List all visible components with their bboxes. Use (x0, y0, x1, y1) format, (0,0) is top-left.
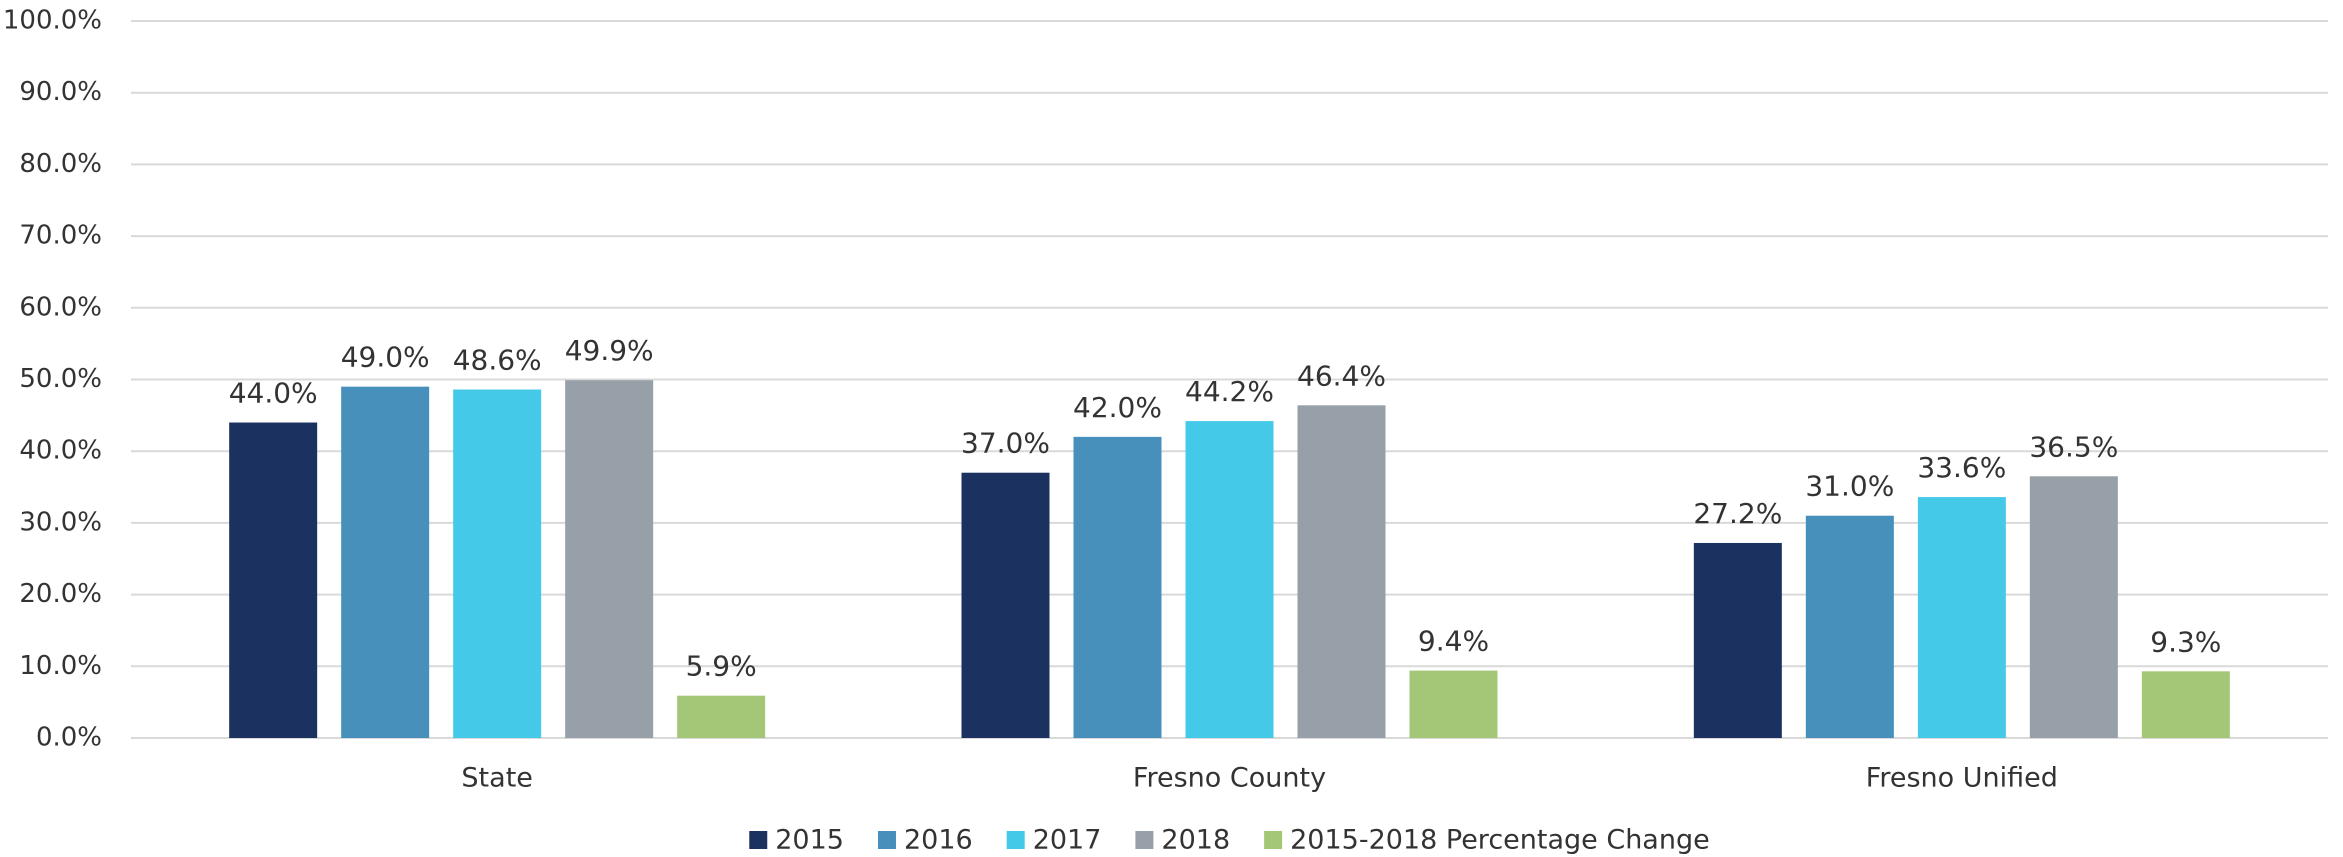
data-label: 49.0% (341, 341, 430, 374)
bar (677, 695, 766, 738)
data-label: 46.4% (1297, 359, 1386, 392)
y-tick-label: 40.0% (19, 436, 102, 466)
legend-swatch (1264, 831, 1283, 849)
bar (1805, 515, 1894, 738)
data-label: 42.0% (1073, 391, 1162, 424)
legend-label: 2017 (1033, 825, 1102, 856)
bar (565, 380, 654, 738)
y-tick-label: 50.0% (19, 364, 102, 394)
y-tick-label: 90.0% (19, 77, 102, 107)
legend-swatch (877, 831, 896, 849)
bar (1297, 405, 1386, 738)
x-tick-label: Fresno Unified (1866, 763, 2058, 794)
y-tick-label: 80.0% (19, 149, 102, 179)
legend-label: 2015-2018 Percentage Change (1290, 825, 1710, 856)
data-label: 27.2% (1693, 497, 1782, 530)
y-tick-label: 20.0% (19, 579, 102, 609)
bar (1073, 436, 1162, 738)
bar (453, 389, 542, 738)
bar (2029, 476, 2118, 738)
bar (1693, 542, 1782, 738)
bar (2141, 671, 2230, 738)
data-label: 5.9% (686, 650, 757, 683)
y-tick-label: 30.0% (19, 507, 102, 537)
y-tick-label: 0.0% (36, 723, 102, 753)
x-tick-label: State (461, 763, 532, 794)
data-label: 9.3% (2150, 625, 2221, 658)
legend-label: 2015 (775, 825, 844, 856)
y-tick-label: 10.0% (19, 651, 102, 681)
y-tick-label: 70.0% (19, 221, 102, 251)
data-label: 36.5% (2029, 430, 2118, 463)
bar (1185, 421, 1274, 738)
data-label: 48.6% (453, 344, 542, 377)
x-tick-label: Fresno County (1133, 763, 1326, 794)
data-label: 37.0% (961, 427, 1050, 460)
data-label: 44.0% (229, 377, 318, 410)
bar (961, 472, 1050, 738)
legend-swatch (749, 831, 768, 849)
legend-label: 2016 (904, 825, 973, 856)
data-label: 31.0% (1805, 470, 1894, 503)
bar (229, 422, 318, 738)
bar (341, 386, 430, 738)
data-label: 49.9% (565, 334, 654, 367)
legend-label: 2018 (1161, 825, 1230, 856)
y-tick-label: 100.0% (3, 6, 102, 36)
data-label: 44.2% (1185, 375, 1274, 408)
bar (1917, 497, 2006, 738)
bar (1409, 670, 1498, 738)
data-label: 33.6% (1917, 451, 2006, 484)
y-tick-label: 60.0% (19, 292, 102, 322)
data-label: 9.4% (1418, 625, 1489, 658)
legend-swatch (1006, 831, 1025, 849)
legend-swatch (1135, 831, 1154, 849)
